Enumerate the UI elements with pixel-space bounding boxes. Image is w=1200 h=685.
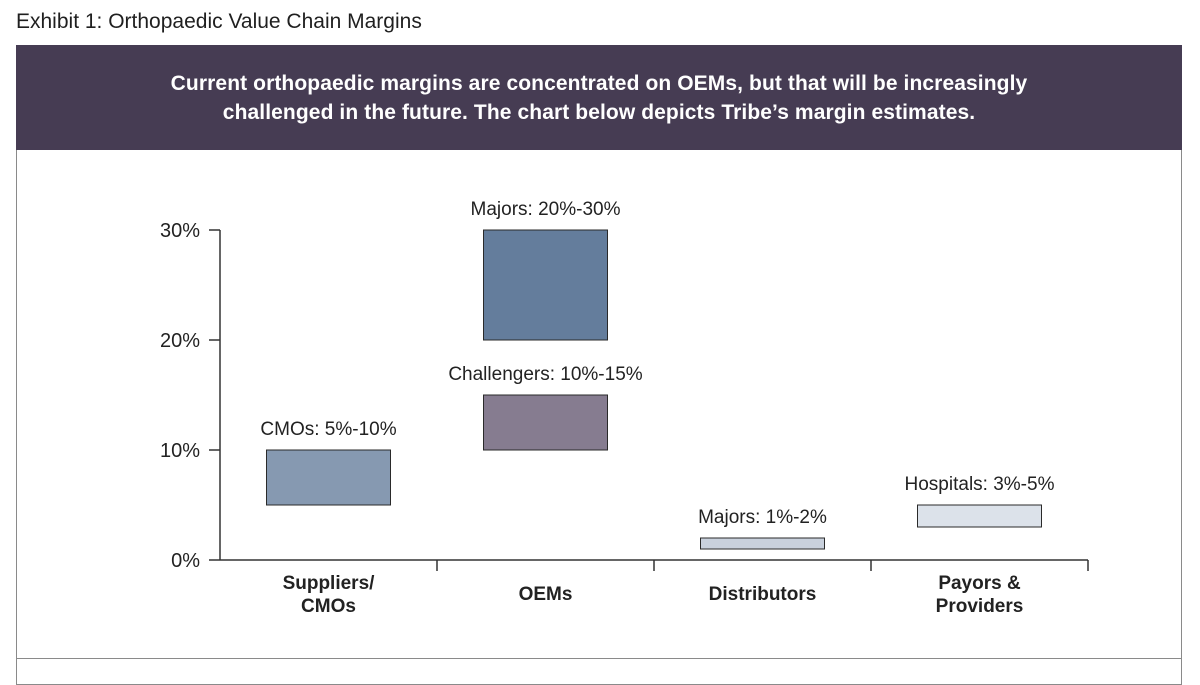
x-category-label: Suppliers/ — [283, 573, 376, 594]
margin-range-bar — [700, 537, 825, 550]
margin-chart: 0% 10% 20% 30% Suppliers/CMOs OEMs Distributo… — [160, 199, 1089, 617]
exhibit-title: Exhibit 1: Orthopaedic Value Chain Margi… — [16, 10, 422, 33]
banner-text: Current orthopaedic margins are concentr… — [16, 69, 1182, 127]
chart-labels: Suppliers/CMOs OEMs Distributors Payors &Pr… — [260, 199, 1054, 617]
bar-data-label: Challengers: 10%-15% — [448, 364, 642, 385]
y-tick-label: 10% — [160, 440, 200, 462]
bottom-rule — [16, 658, 1182, 659]
x-category-label: CMOs — [301, 596, 356, 617]
margin-range-bar — [917, 504, 1042, 528]
margin-range-bar — [483, 229, 608, 341]
bar-data-label: Hospitals: 3%-5% — [905, 474, 1055, 495]
banner-line-2: challenged in the future. The chart belo… — [222, 101, 976, 124]
y-tick-label: 30% — [160, 220, 200, 242]
y-tick-label: 0% — [171, 550, 200, 572]
bar-data-label: Majors: 20%-30% — [471, 199, 621, 220]
x-category-label: Payors & — [938, 573, 1021, 594]
chart-bars — [266, 229, 1042, 550]
banner-line-1: Current orthopaedic margins are concentr… — [170, 72, 1028, 95]
x-category-label: Providers — [936, 596, 1024, 617]
bar-data-label: Majors: 1%-2% — [698, 507, 827, 528]
bar-data-label: CMOs: 5%-10% — [260, 419, 396, 440]
y-tick-label: 20% — [160, 330, 200, 352]
chart-axes: 0% 10% 20% 30% — [160, 220, 1089, 572]
x-category-label: OEMs — [519, 584, 573, 605]
banner: Current orthopaedic margins are concentr… — [16, 45, 1182, 150]
margin-range-bar — [266, 449, 391, 506]
margin-range-bar — [483, 394, 608, 451]
x-category-label: Distributors — [709, 584, 817, 605]
